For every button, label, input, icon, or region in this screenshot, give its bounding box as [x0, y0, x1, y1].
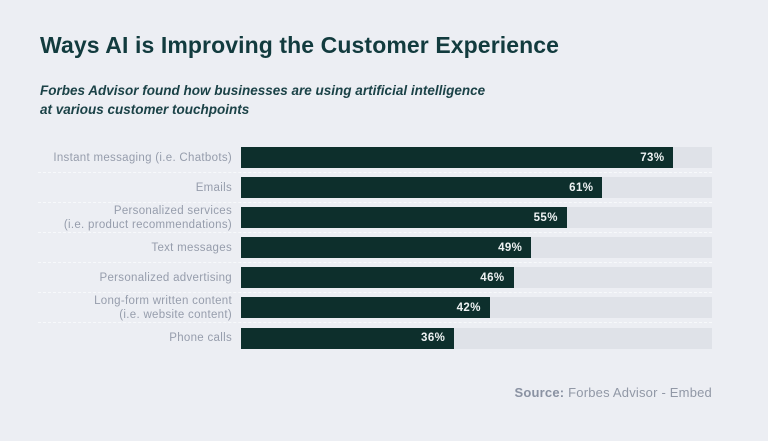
bar-track: 42%: [241, 297, 712, 318]
source-label: Source:: [514, 385, 565, 400]
bar-fill: 36%: [241, 327, 455, 349]
bar-fill: 73%: [241, 147, 674, 168]
category-label: Text messages: [151, 241, 232, 254]
chart-row: Personalized services (i.e. product reco…: [38, 203, 712, 233]
bar-fill: 49%: [241, 237, 532, 258]
page-title: Ways AI is Improving the Customer Experi…: [40, 32, 560, 58]
source-text: Forbes Advisor - Embed: [564, 385, 712, 400]
bar-chart: Instant messaging (i.e. Chatbots) 73% Emai…: [38, 143, 712, 353]
value-label: 49%: [498, 241, 523, 254]
chart-rows: Instant messaging (i.e. Chatbots) 73% Emai…: [38, 143, 712, 353]
category-label: Long-form written content (i.e. website …: [94, 294, 232, 321]
bar-fill: 61%: [241, 177, 603, 198]
bar-track: 46%: [241, 267, 712, 288]
value-label: 73%: [640, 151, 665, 164]
page-subtitle: Forbes Advisor found how businesses are …: [40, 83, 486, 117]
chart-row: Text messages 49%: [38, 233, 712, 263]
chart-row: Phone calls 36%: [38, 323, 712, 353]
bar-track: 36%: [241, 327, 712, 349]
source-line: Source: Forbes Advisor - Embed: [0, 385, 712, 400]
chart-row: Long-form written content (i.e. website …: [38, 293, 712, 323]
category-label: Personalized advertising: [99, 271, 232, 284]
bar-track: 61%: [241, 177, 712, 198]
bar-track: 49%: [241, 237, 712, 258]
chart-row: Personalized advertising 46%: [38, 263, 712, 293]
bar-track: 73%: [241, 147, 712, 168]
category-label: Emails: [195, 181, 232, 194]
category-label: Phone calls: [169, 332, 232, 344]
category-label: Personalized services (i.e. product reco…: [63, 204, 232, 231]
category-label: Instant messaging (i.e. Chatbots): [53, 151, 232, 164]
value-label: 46%: [480, 271, 505, 284]
value-label: 61%: [569, 181, 594, 194]
bar-fill: 46%: [241, 267, 514, 288]
bar-fill: 42%: [241, 297, 490, 318]
value-label: 36%: [421, 332, 446, 344]
value-label: 42%: [456, 301, 481, 314]
chart-row: Emails 61%: [38, 173, 712, 203]
value-label: 55%: [533, 211, 558, 224]
bar-fill: 55%: [241, 207, 567, 228]
chart-row: Instant messaging (i.e. Chatbots) 73%: [38, 143, 712, 173]
bar-track: 55%: [241, 207, 712, 228]
